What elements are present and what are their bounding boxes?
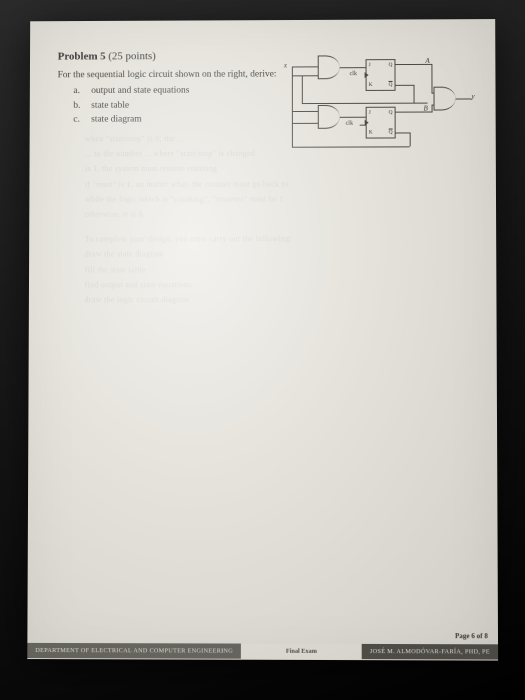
wire [414,85,415,103]
problem-number: Problem 5 [58,50,106,62]
wire [340,67,366,68]
wire [396,85,414,86]
exam-page: Problem 5 (25 points) For the sequential… [27,19,498,661]
pin-qbar: Q [389,130,393,136]
pin-k: K [369,130,373,136]
page-footer: DEPARTMENT OF ELECTRICAL AND COMPUTER EN… [27,641,498,661]
ghost-line: fill the state table [85,262,292,277]
wire [456,98,472,99]
ghost-line: find output and state equations [85,277,292,292]
wire [292,111,318,112]
pin-q: Q [389,110,393,116]
and-gate-bottom [318,105,340,129]
ghost-line: ... to the number ... where "start/stop"… [85,146,292,162]
ghost-line: when "start/stop" is 0, the ... [85,131,292,147]
problem-points: (25 points) [108,50,156,62]
circuit-diagram: x J K Q Q clk A J K Q [288,55,478,151]
pin-j: J [369,62,371,68]
wire [302,103,414,104]
ghost-line: draw the logic circuit diagram [85,292,292,307]
wire [302,75,303,103]
pin-qbar: Q [389,82,393,88]
ghost-text: when "start/stop" is 0, the ... ... to t… [85,131,292,307]
wire [414,103,428,104]
wire [292,66,293,146]
ghost-line: draw the state diagram [85,246,292,261]
wire [292,66,318,67]
flipflop-a: J K Q Q [366,59,396,91]
wire [292,75,318,76]
ghost-line: if "reset" is 1, no matter what, the cou… [85,176,292,192]
item-text: state table [91,98,129,113]
pin-j: J [369,110,371,116]
wire [396,132,410,133]
and-gate-top [318,55,340,79]
ghost-line: while the logic which is "counting", "re… [85,191,292,207]
clk-label-a: clk [350,71,357,77]
footer-department: DEPARTMENT OF ELECTRICAL AND COMPUTER EN… [27,642,241,658]
item-text: state diagram [91,113,142,128]
wire [395,64,431,65]
footer-author: JOSÉ M. ALMODÓVAR-FARÍA, PHD, PE [362,643,498,659]
pin-k: K [369,82,373,88]
output-y-label: y [472,92,475,100]
ghost-line: otherwise, it is 0. [85,206,292,222]
input-x-label: x [284,62,287,70]
pin-q: Q [389,62,393,68]
item-letter: c. [73,113,85,128]
wire [340,117,366,118]
item-letter: a. [73,84,85,99]
clk-label-b: clk [346,121,353,127]
wire [360,125,366,126]
wire [410,132,411,146]
and-gate-output [433,87,455,111]
ghost-line: To complete your design, you must carry … [85,231,292,247]
wire [431,64,432,93]
wire [432,105,433,113]
page-number: Page 6 of 8 [455,632,488,640]
item-text: output and state equations [91,84,189,99]
clk-triangle-icon [365,72,369,78]
item-letter: b. [73,99,85,114]
ghost-line: is 1, the system must resume counting [85,161,292,177]
footer-exam: Final Exam [241,643,362,659]
wire [292,123,318,124]
wire [396,112,432,113]
flipflop-b: J K Q Q [366,107,396,139]
wire [432,93,434,94]
wire [292,146,410,147]
